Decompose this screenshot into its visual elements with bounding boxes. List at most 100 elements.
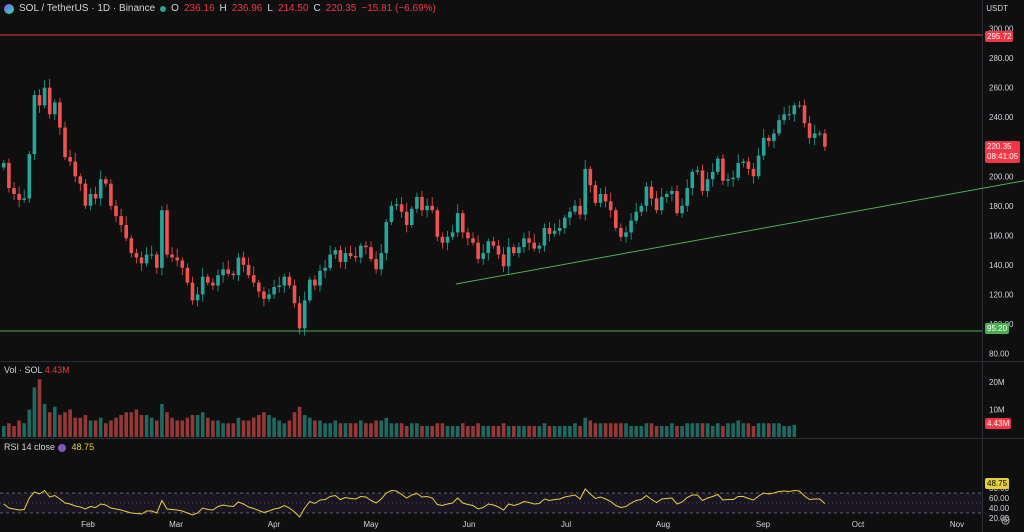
volume-bar [83,415,88,437]
volume-value: 4.43M [44,365,70,375]
candle-body [195,294,200,301]
settings-gear-icon[interactable] [1000,515,1011,526]
candle-body [700,170,705,192]
volume-bar [328,423,332,437]
rsi-title[interactable]: RSI 14 close [4,442,56,452]
candle-body [675,191,679,214]
price-tick-label: 280.00 [989,54,1014,63]
volume-tick-label: 20M [989,378,1005,387]
candle-body [47,87,52,115]
price-tick-label: 180.00 [989,202,1014,211]
volume-bar [389,423,394,437]
volume-bar [323,423,327,437]
volume-bar [185,417,190,437]
candle-body [129,238,134,254]
volume-bar [22,423,26,437]
candle-body [619,227,623,237]
volume-bar [139,415,144,437]
candle-body [721,158,725,181]
candle-body [313,279,317,286]
volume-bar [348,423,353,437]
candle-body [527,238,531,243]
volume-bar [440,423,445,437]
sol-coin-icon [4,3,14,14]
volume-bar [175,420,179,437]
candle-body [88,193,93,206]
low-value: 214.50 [277,3,309,14]
volume-bar [155,420,159,437]
candle-body [501,254,506,267]
price-tick-label: 120.00 [989,290,1014,299]
volume-bar [98,417,103,437]
volume-bar [619,423,623,437]
candle-body [302,300,307,329]
candle-body [359,245,363,258]
candle-body [629,220,633,233]
time-tick-label: Jul [561,520,571,529]
open-value: 236.16 [183,3,215,14]
candle-body [42,87,47,106]
rsi-line [3,488,826,518]
candle-body [308,279,312,301]
symbol-title[interactable]: SOL / TetherUS · 1D · Binance [19,3,156,14]
candle-body [512,247,516,254]
volume-bar [42,404,47,437]
time-tick-label: Nov [950,520,964,529]
volume-bar [231,423,236,437]
candle-body [680,205,684,214]
volume-bar [221,423,225,437]
volume-bar [282,423,287,437]
candle-body [568,211,572,218]
volume-bar [501,423,506,437]
volume-bar [200,412,205,437]
candle-body [134,253,139,258]
candle-body [221,269,225,276]
volume-bar [716,423,720,437]
candle-body [741,161,746,163]
volume-bar [573,423,577,437]
volume-bar [639,426,644,437]
candle-body [532,242,536,249]
candle-body [466,232,470,239]
candle-body [353,255,358,258]
volume-bar [557,426,562,437]
last-price-value: 220.35 [987,142,1012,151]
candle-body [155,254,159,268]
candle-body [772,133,776,141]
candle-body [404,211,409,225]
candle-body [343,253,348,262]
volume-bar [486,426,491,437]
last-price-tag: 220.35 08:41:05 [985,141,1021,163]
candle-body [506,247,511,267]
volume-bar [165,412,169,437]
volume-bar [685,423,689,437]
volume-bar [761,423,766,437]
candle-body [777,120,781,134]
volume-bar [109,420,113,437]
volume-bar [517,426,521,437]
candle-body [32,95,37,155]
candle-body [537,245,542,249]
candle-body [670,191,674,194]
time-tick-label: Apr [268,520,281,529]
volume-bar [792,424,797,437]
candle-body [649,186,654,199]
candle-body [394,204,399,206]
candle-body [241,257,246,265]
candle-body [787,114,791,116]
candle-body [165,210,169,255]
volume-bar [777,423,781,437]
candle-body [267,294,271,299]
candle-body [277,285,281,288]
candle-body [481,253,485,259]
candle-body [231,273,236,276]
candle-body [22,198,26,200]
currency-label[interactable]: USDT [986,4,1008,13]
volume-bar [63,412,67,437]
volume-bar [302,415,307,437]
volume-bar [410,423,414,437]
candle-body [149,254,154,256]
volume-title[interactable]: Vol · SOL [4,365,43,375]
